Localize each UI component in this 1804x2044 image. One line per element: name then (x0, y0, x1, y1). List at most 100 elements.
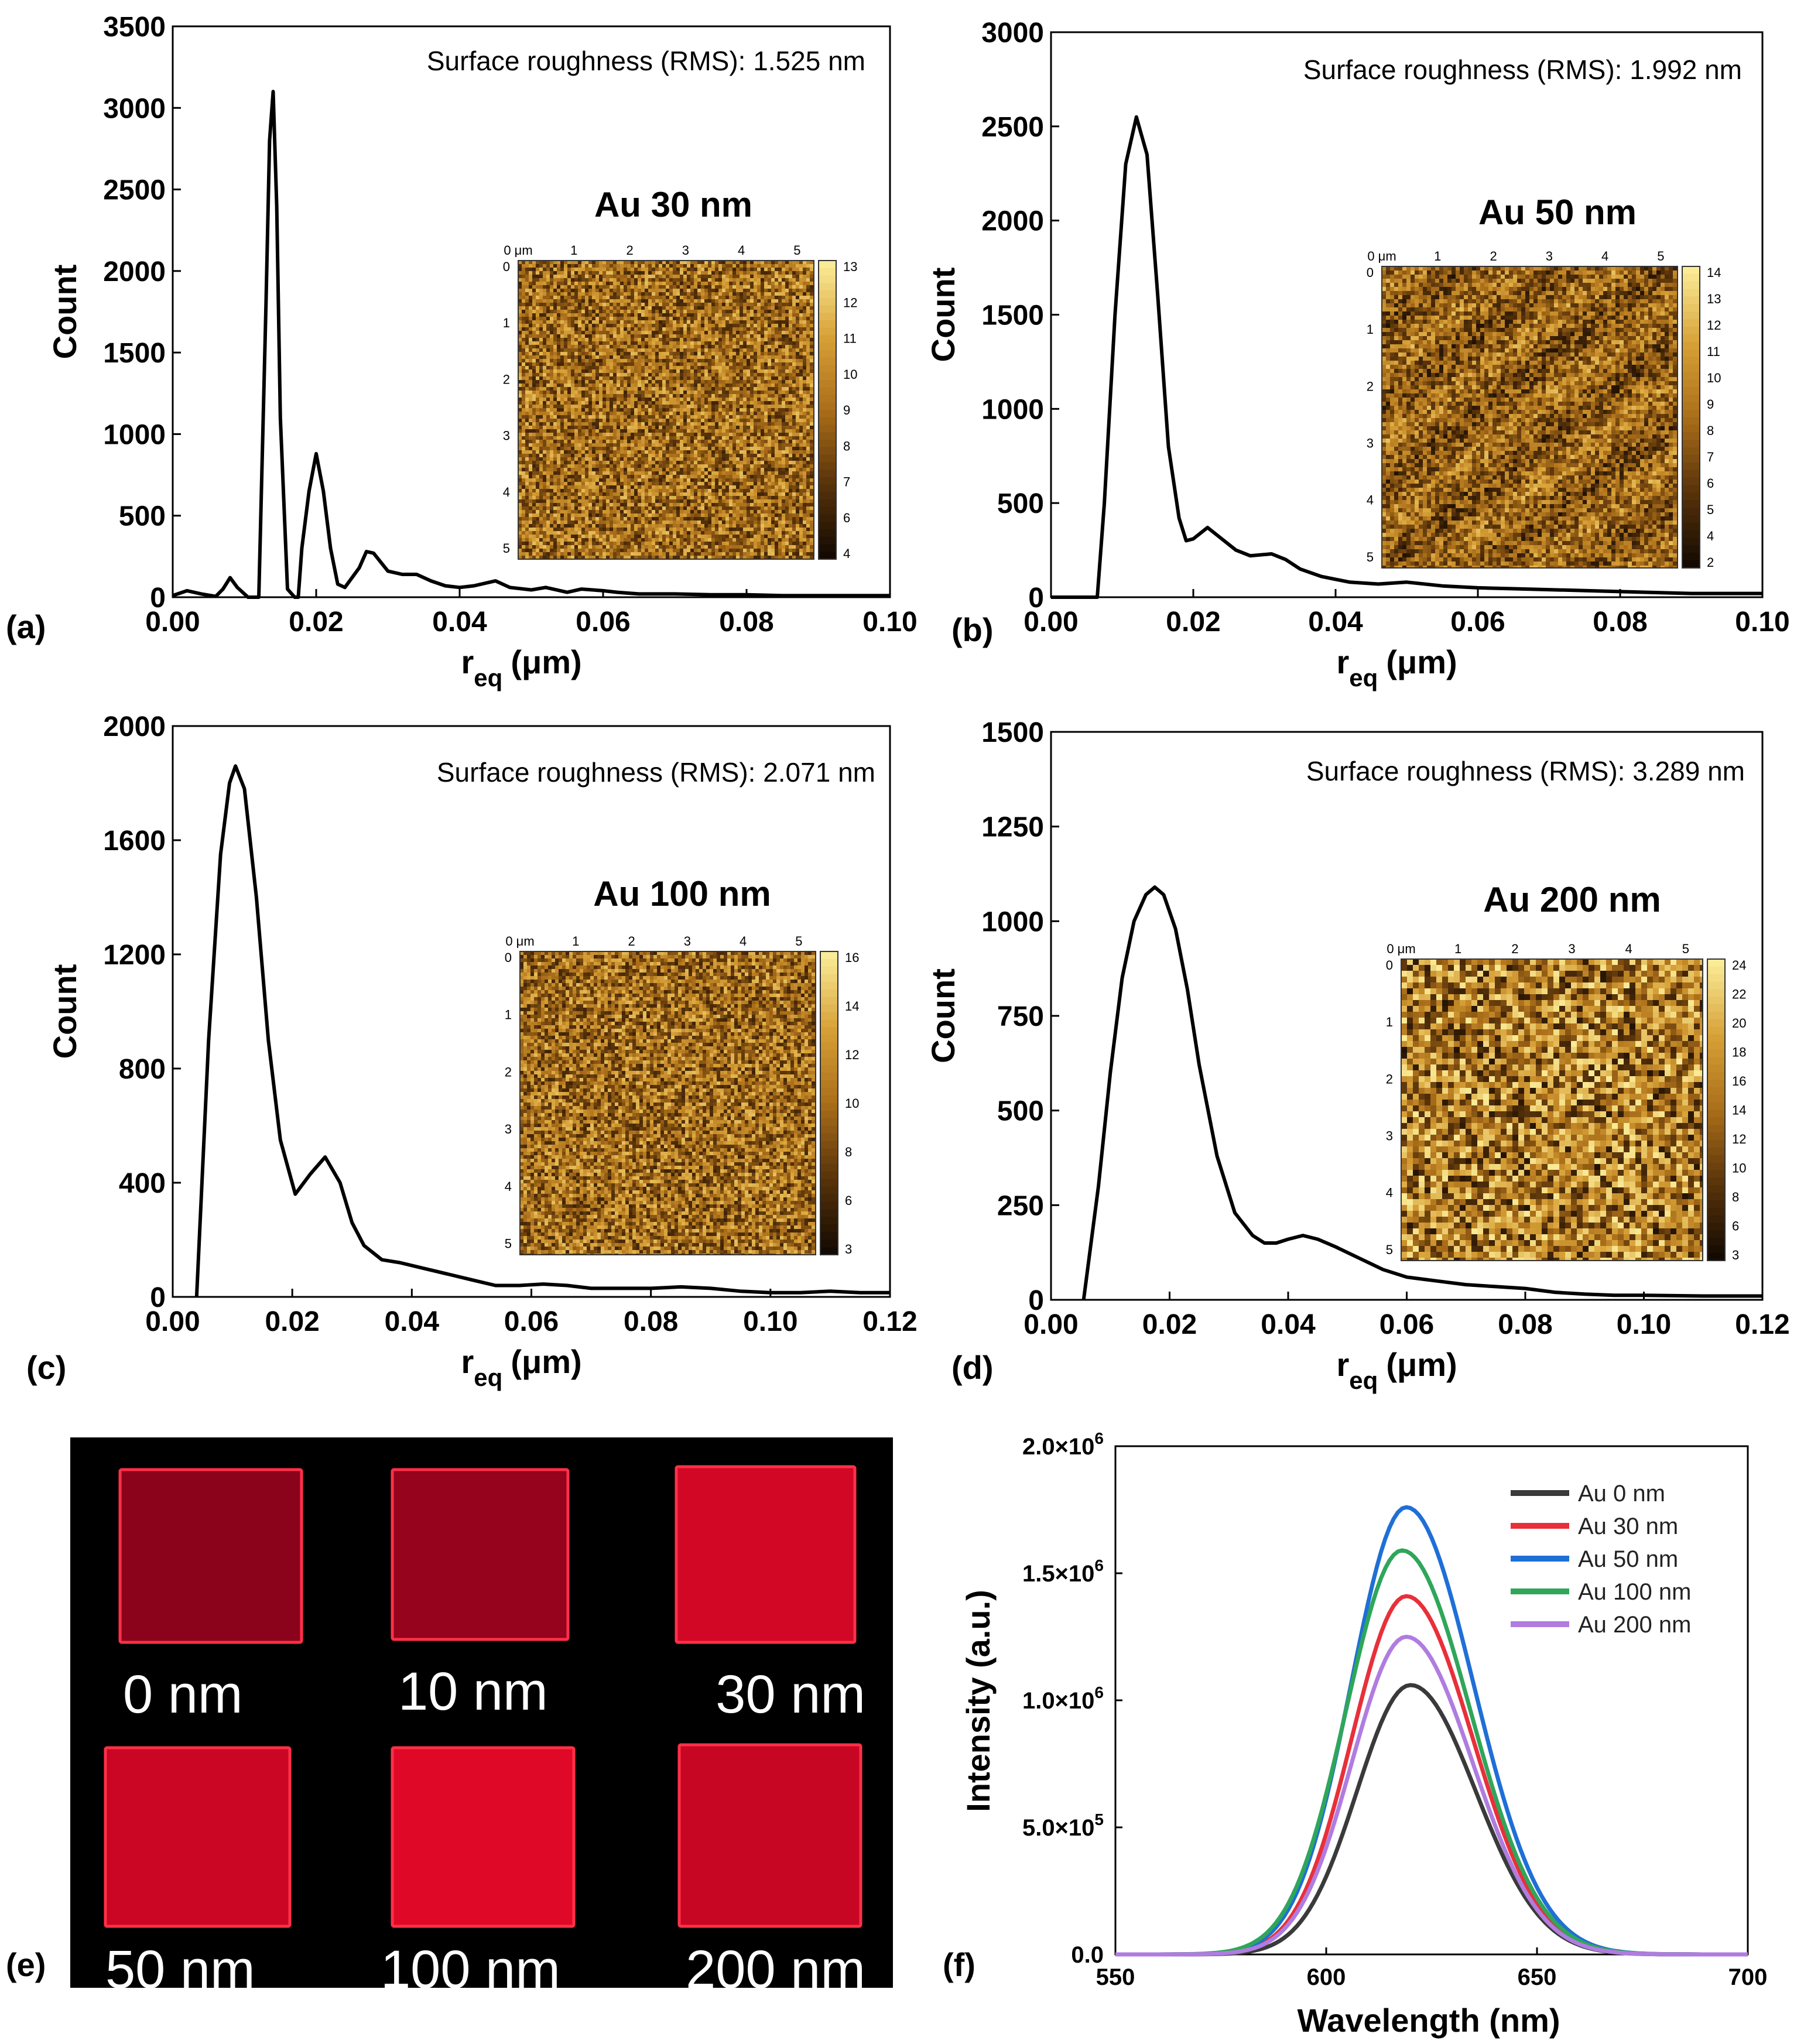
afm-pixel (690, 289, 694, 292)
afm-pixel (785, 345, 789, 348)
afm-pixel (792, 415, 796, 419)
afm-pixel (613, 331, 617, 334)
afm-pixel (588, 345, 592, 348)
afm-pixel (750, 380, 754, 384)
afm-pixel (539, 359, 543, 362)
afm-pixel (704, 398, 708, 401)
afm-pixel (546, 366, 550, 369)
afm-pixel (796, 327, 799, 331)
afm-pixel (736, 289, 740, 292)
afm-pixel (592, 310, 595, 313)
afm-pixel (768, 324, 771, 327)
afm-pixel (546, 282, 550, 285)
afm-pixel (704, 387, 708, 391)
afm-pixel (585, 422, 588, 426)
afm-pixel (631, 324, 634, 327)
afm-pixel (740, 422, 743, 426)
afm-pixel (560, 450, 564, 454)
afm-pixel (529, 359, 532, 362)
afm-pixel (680, 338, 683, 341)
afm-pixel (680, 436, 683, 440)
afm-pixel (627, 412, 631, 415)
afm-pixel (617, 271, 620, 275)
afm-pixel (785, 419, 789, 422)
afm-pixel (599, 376, 603, 380)
afm-pixel (810, 384, 813, 387)
afm-pixel (789, 296, 792, 299)
afm-pixel (768, 384, 771, 387)
afm-pixel (645, 341, 648, 345)
afm-pixel (525, 419, 529, 422)
afm-pixel (613, 373, 617, 376)
afm-pixel (624, 362, 627, 366)
afm-pixel (536, 398, 539, 401)
afm-pixel (806, 282, 810, 285)
afm-pixel (806, 387, 810, 391)
afm-pixel (606, 461, 610, 464)
afm-pixel (588, 296, 592, 299)
afm-pixel (676, 373, 680, 376)
afm-pixel (694, 380, 697, 384)
afm-pixel (711, 334, 715, 338)
afm-pixel (743, 296, 747, 299)
afm-pixel (606, 324, 610, 327)
afm-pixel (785, 306, 789, 310)
afm-pixel (757, 345, 761, 348)
afm-pixel (715, 394, 718, 398)
afm-pixel (529, 268, 532, 271)
afm-pixel (666, 415, 669, 419)
afm-pixel (810, 313, 813, 317)
afm-pixel (624, 384, 627, 387)
afm-pixel (659, 384, 662, 387)
afm-pixel (592, 369, 595, 373)
afm-pixel (522, 285, 525, 289)
afm-pixel (574, 338, 578, 341)
afm-pixel (729, 289, 732, 292)
afm-pixel (722, 296, 725, 299)
afm-pixel (761, 457, 764, 461)
afm-pixel (641, 398, 645, 401)
afm-pixel (715, 341, 718, 345)
afm-pixel (711, 268, 715, 271)
afm-pixel (673, 282, 676, 285)
afm-pixel (715, 447, 718, 450)
afm-pixel (757, 443, 761, 447)
afm-pixel (588, 412, 592, 415)
afm-pixel (652, 398, 655, 401)
afm-pixel (792, 296, 796, 299)
afm-pixel (687, 338, 690, 341)
afm-pixel (557, 457, 560, 461)
afm-pixel (652, 419, 655, 422)
afm-pixel (701, 362, 704, 366)
afm-pixel (578, 450, 581, 454)
afm-pixel (560, 457, 564, 461)
afm-pixel (718, 341, 722, 345)
afm-pixel (581, 324, 585, 327)
afm-pixel (557, 317, 560, 320)
afm-pixel (599, 398, 603, 401)
afm-pixel (778, 292, 782, 296)
afm-pixel (690, 461, 694, 464)
afm-pixel (697, 426, 701, 429)
afm-pixel (585, 345, 588, 348)
afm-pixel (704, 408, 708, 412)
afm-pixel (652, 261, 655, 264)
afm-pixel (648, 398, 652, 401)
afm-pixel (694, 299, 697, 303)
afm-pixel (525, 317, 529, 320)
afm-pixel (543, 366, 546, 369)
afm-pixel (747, 271, 750, 275)
afm-pixel (659, 285, 662, 289)
afm-pixel (803, 359, 806, 362)
afm-pixel (574, 440, 578, 443)
afm-pixel (662, 450, 666, 454)
afm-pixel (588, 303, 592, 306)
afm-pixel (550, 324, 553, 327)
afm-pixel (754, 366, 757, 369)
afm-pixel (708, 384, 711, 387)
afm-pixel (782, 348, 785, 352)
afm-pixel (792, 408, 796, 412)
afm-pixel (754, 313, 757, 317)
afm-pixel (585, 299, 588, 303)
afm-pixel (655, 454, 659, 457)
